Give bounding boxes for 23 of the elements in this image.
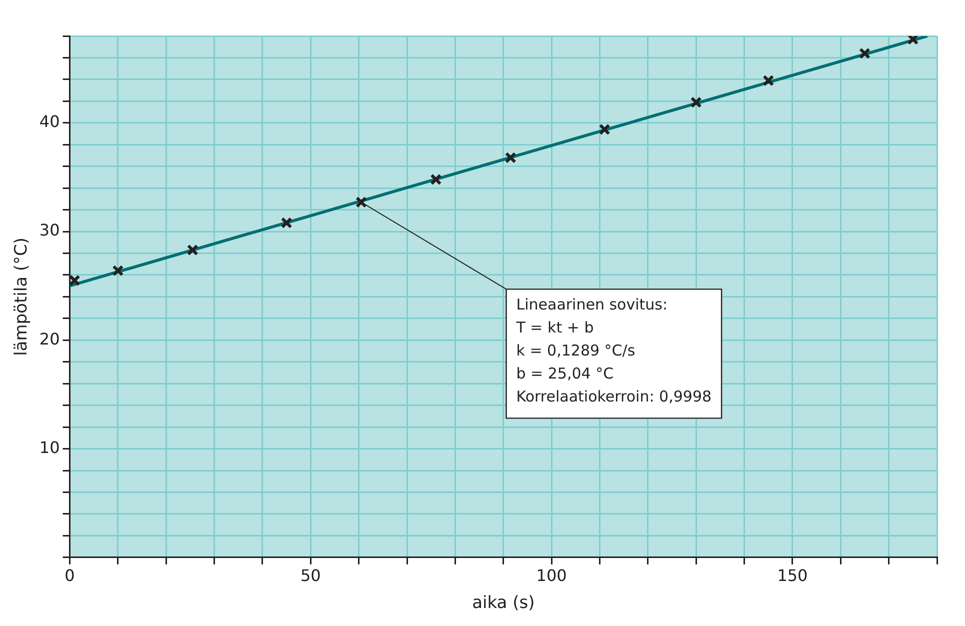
point xyxy=(858,48,870,60)
point xyxy=(112,264,124,276)
y-tick-label: 30 xyxy=(39,220,60,240)
point xyxy=(690,96,702,108)
point xyxy=(280,217,292,229)
x-tick-label: 100 xyxy=(536,566,567,586)
point xyxy=(762,74,774,86)
y-axis-title: lämpötila (°C) xyxy=(12,237,32,356)
x-tick-label: 150 xyxy=(777,566,808,586)
y-tick-label: 10 xyxy=(39,438,60,457)
point xyxy=(598,124,610,136)
y-tick-label: 40 xyxy=(39,112,60,132)
x-axis-title: aika (s) xyxy=(472,593,535,614)
x-tick-label: 50 xyxy=(300,566,321,586)
point xyxy=(186,244,198,256)
point xyxy=(907,36,919,45)
annotation: Lineaarinen sovitus: T = kt + b k = 0,1289 °C/s b = 25,04 °C Korrelaatiokerroin: 0,9998 xyxy=(515,296,712,406)
y-tick-label: 20 xyxy=(39,329,60,348)
point xyxy=(70,274,80,286)
x-tick-label: 0 xyxy=(64,566,75,586)
point xyxy=(356,196,367,208)
point xyxy=(504,152,516,164)
point xyxy=(430,174,442,186)
